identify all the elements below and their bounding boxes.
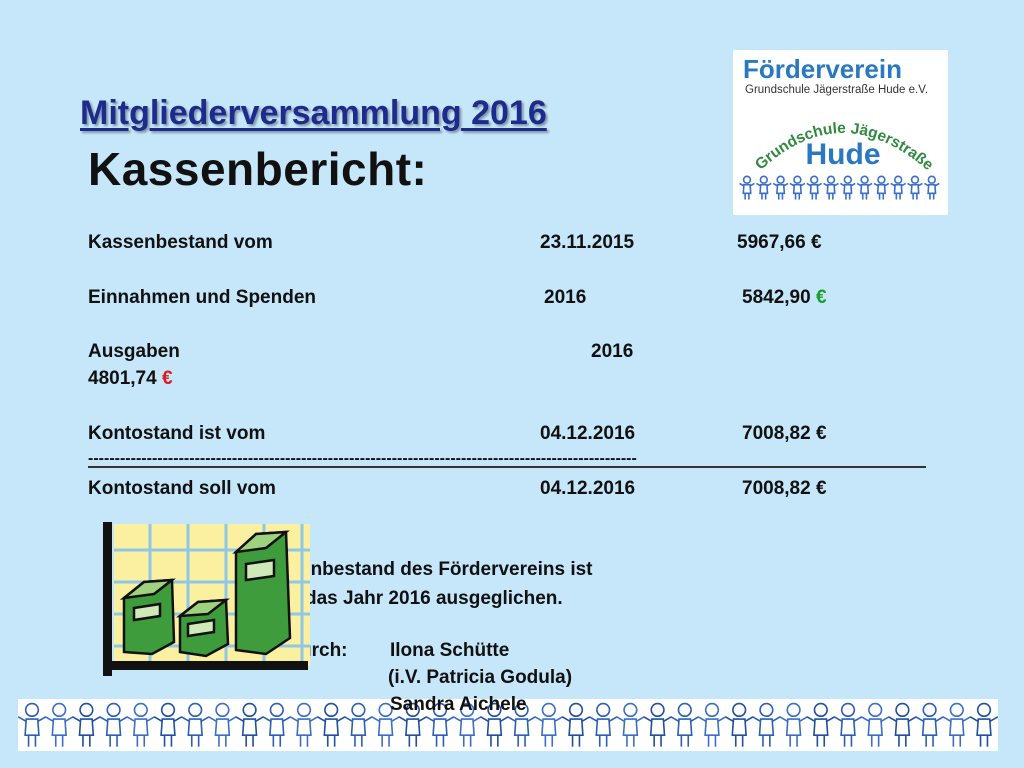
row-amount: 4801,74 € — [88, 368, 173, 389]
children-band — [17, 699, 999, 751]
logo-title: Förderverein — [743, 54, 902, 84]
children-band-icon — [17, 702, 999, 747]
auditor-name-3: Sandra Aichele — [390, 694, 527, 715]
row-label: Ausgaben — [88, 341, 180, 362]
row-label: Kontostand ist vom — [88, 423, 266, 444]
auditors-label: urch: — [300, 640, 348, 661]
statement-line-2: das Jahr 2016 ausgeglichen. — [305, 588, 563, 609]
auditor-name-2: (i.V. Patricia Godula) — [388, 667, 573, 688]
row-date: 23.11.2015 — [540, 232, 635, 253]
row-date: 04.12.2016 — [540, 423, 636, 444]
presentation-subtitle: Mitgliederversammlung 2016 — [80, 94, 547, 132]
row-amount: 5842,90 € — [742, 287, 827, 308]
statement-line-1: enbestand des Fördervereins ist — [300, 559, 593, 580]
row-label: Kontostand soll vom — [88, 478, 276, 499]
row-amount: 7008,82 € — [742, 423, 827, 444]
logo-town: Hude — [806, 138, 881, 171]
separator-line: ----------------------------------------… — [88, 452, 926, 468]
logo-children-icon — [739, 175, 940, 200]
row-label: Einnahmen und Spenden — [88, 287, 317, 308]
logo-emblem: Grundschule Jägerstraße Hude — [739, 120, 940, 200]
page-title: Kassenbericht: — [88, 143, 428, 195]
row-label: Kassenbestand vom — [88, 232, 273, 253]
club-logo: Förderverein Grundschule Jägerstraße Hud… — [733, 50, 948, 215]
auditor-name-1: Ilona Schütte — [390, 640, 510, 661]
row-date: 2016 — [591, 341, 634, 362]
row-amount: 5967,66 € — [737, 232, 822, 253]
money-chart-icon — [100, 520, 315, 685]
row-date: 04.12.2016 — [540, 478, 636, 499]
logo-subtitle: Grundschule Jägerstraße Hude e.V. — [745, 84, 929, 96]
row-amount: 7008,82 € — [742, 478, 827, 499]
row-date: 2016 — [544, 287, 587, 308]
